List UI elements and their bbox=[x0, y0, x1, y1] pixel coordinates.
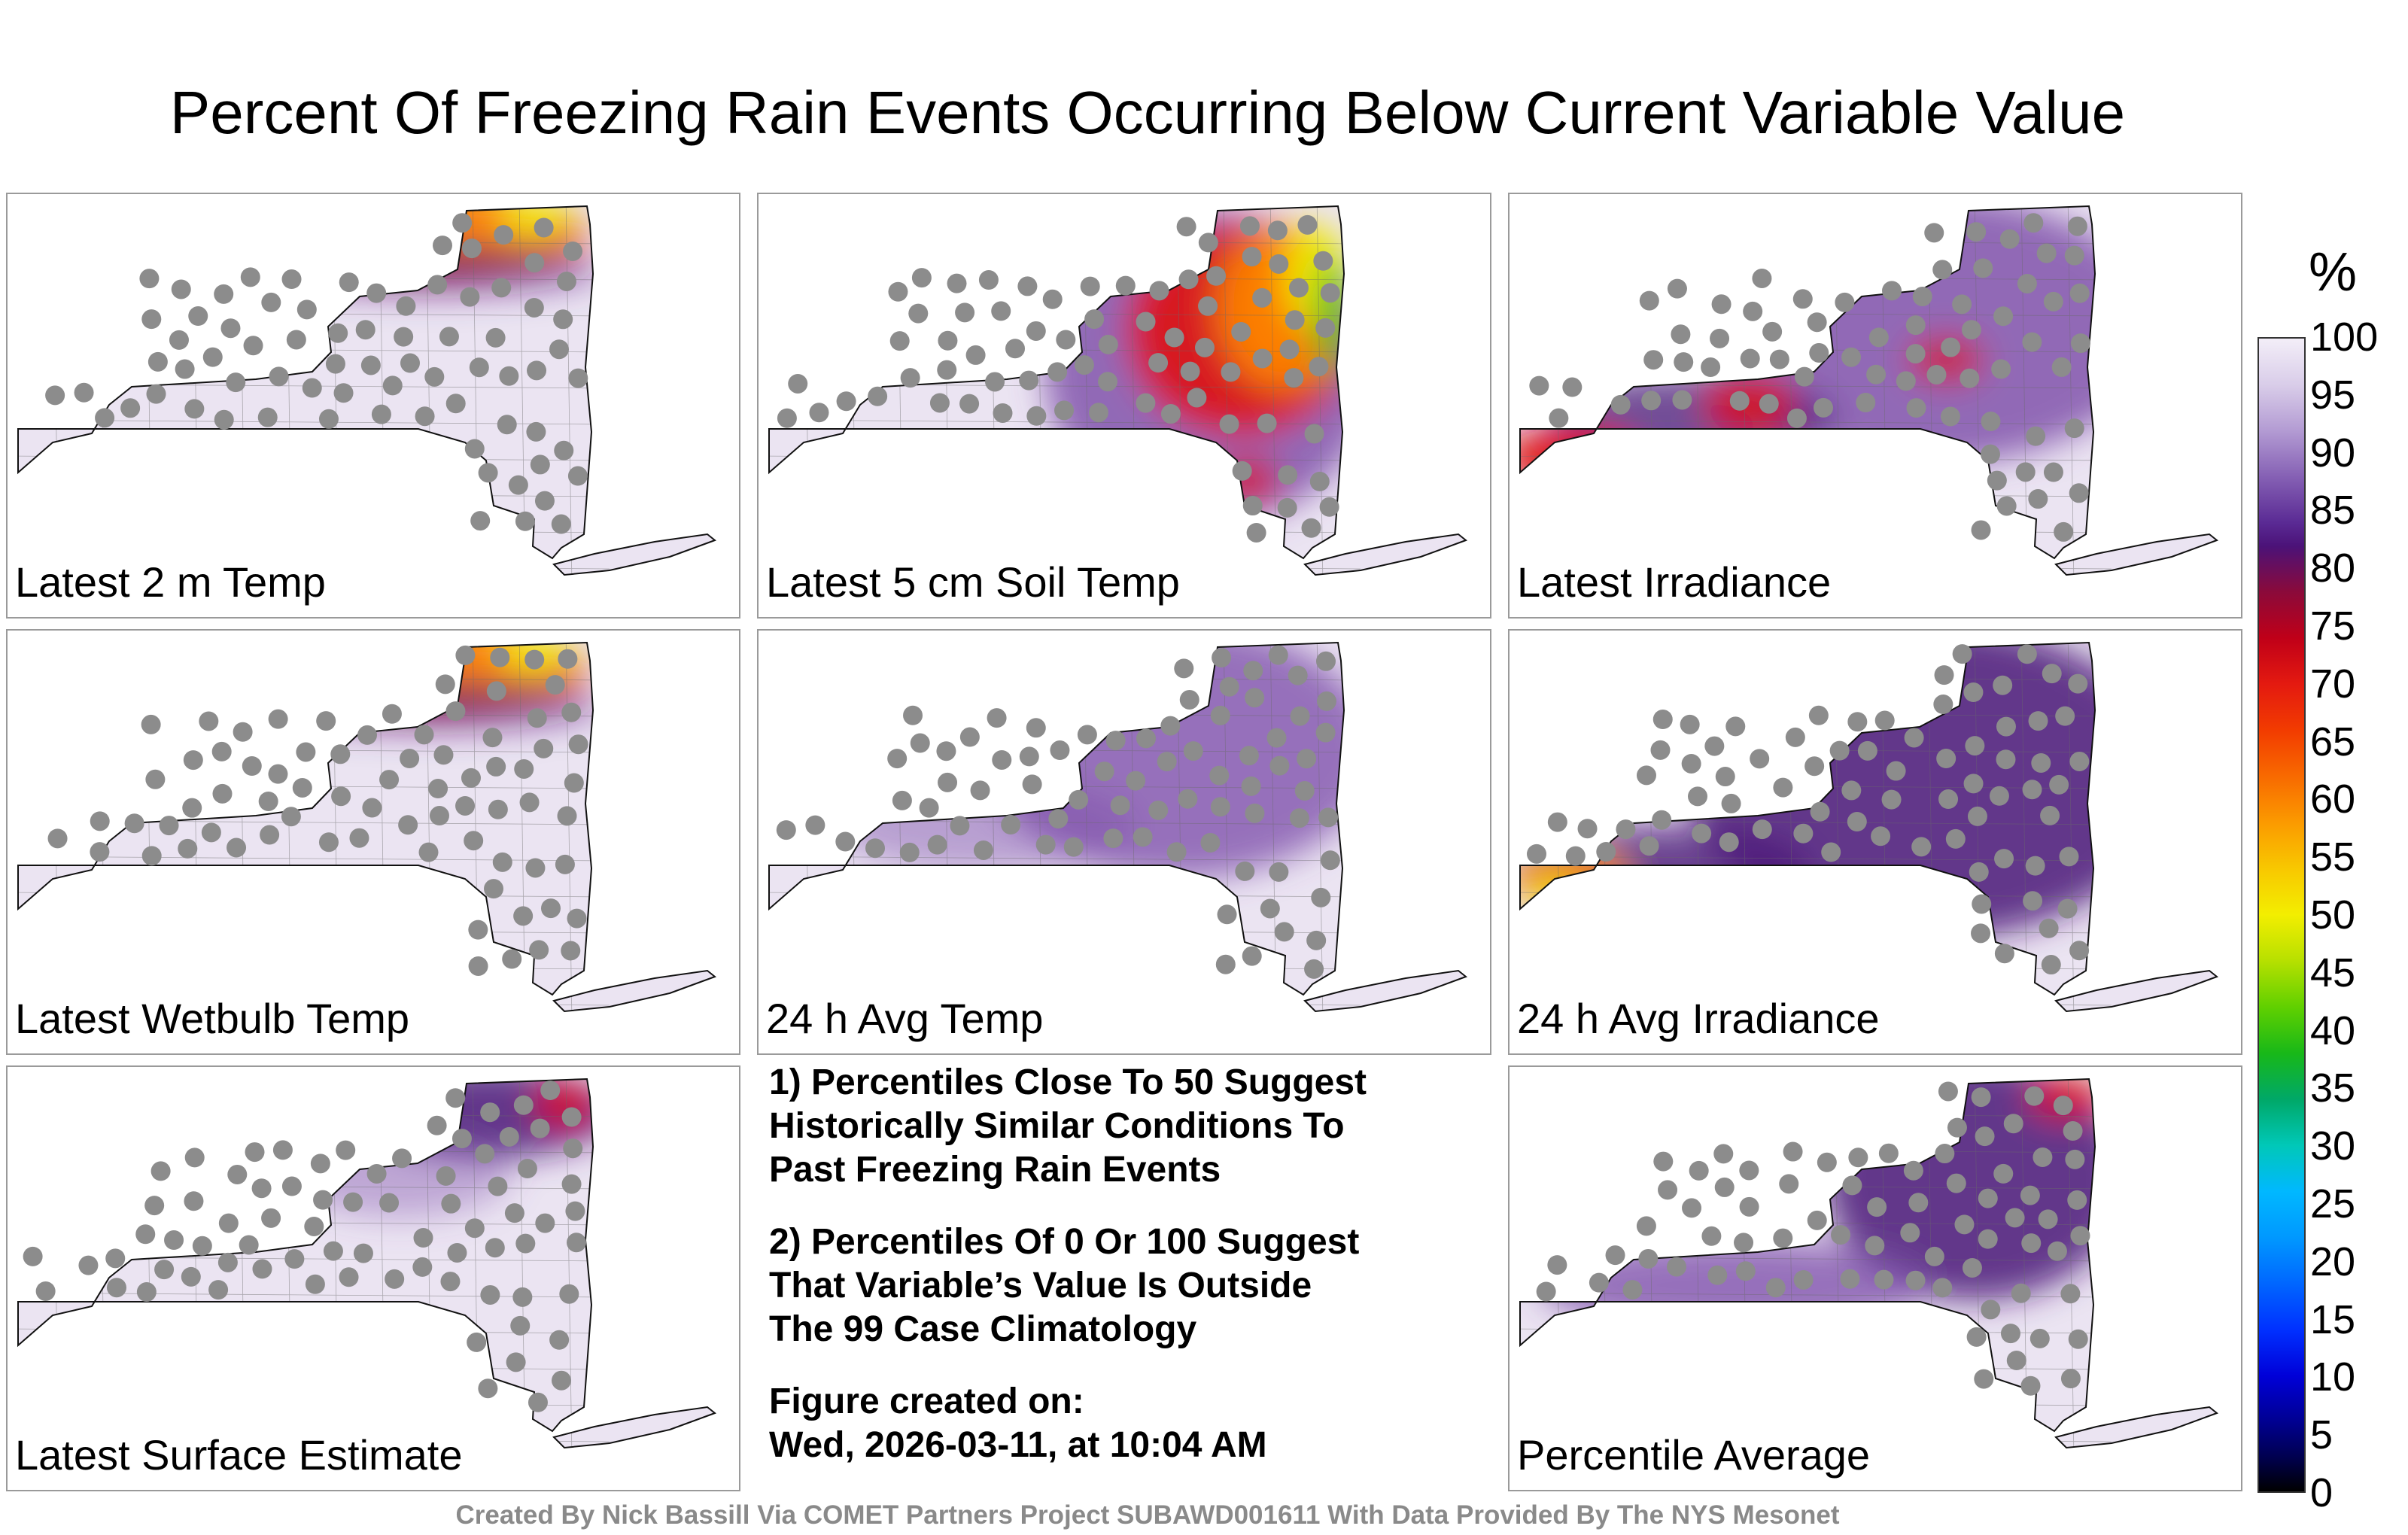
note-2-line-1: 2) Percentiles Of 0 Or 100 Suggest bbox=[769, 1222, 1360, 1262]
note-2: 2) Percentiles Of 0 Or 100 Suggest That … bbox=[769, 1220, 1484, 1351]
panel-label: 24 h Avg Irradiance bbox=[1517, 995, 1880, 1042]
station-markers bbox=[1529, 213, 2090, 542]
note-1-line-2: Historically Similar Conditions To bbox=[769, 1106, 1345, 1146]
legend-tick: 50 bbox=[2310, 892, 2356, 938]
legend-tick: 10 bbox=[2310, 1354, 2356, 1400]
legend-unit: % bbox=[2308, 242, 2358, 302]
figure-title: Percent Of Freezing Rain Events Occurrin… bbox=[169, 79, 2126, 146]
panel-percentile-average: Percentile Average bbox=[1508, 1065, 2242, 1491]
station-markers bbox=[1536, 1081, 2090, 1396]
legend-tick: 15 bbox=[2310, 1296, 2356, 1342]
legend-tick: 55 bbox=[2310, 834, 2356, 880]
legend-tick: 40 bbox=[2310, 1008, 2356, 1053]
state-fill bbox=[769, 206, 1466, 575]
note-1-line-3: Past Freezing Rain Events bbox=[769, 1150, 1221, 1190]
state-fill bbox=[18, 206, 715, 575]
panel-label: Percentile Average bbox=[1517, 1431, 1871, 1479]
station-markers bbox=[777, 214, 1340, 543]
panel-latest-2m-temp: Latest 2 m Temp bbox=[6, 193, 740, 619]
notes: 1) Percentiles Close To 50 Suggest Histo… bbox=[769, 1061, 1484, 1496]
long-island-outline bbox=[1303, 969, 1468, 1013]
note-2-line-2: That Variable’s Value Is Outside bbox=[769, 1266, 1312, 1306]
legend-tick: 5 bbox=[2310, 1412, 2334, 1458]
panel-label: Latest Irradiance bbox=[1517, 558, 1832, 606]
panel-24h-avg-irradiance: 24 h Avg Irradiance bbox=[1508, 629, 2242, 1055]
legend-tick: 45 bbox=[2310, 950, 2356, 995]
legend-tick: 85 bbox=[2310, 488, 2356, 533]
state-outline bbox=[768, 641, 1345, 996]
panel-latest-5cm-soil-temp: Latest 5 cm Soil Temp bbox=[757, 193, 1491, 619]
panel-label: 24 h Avg Temp bbox=[766, 995, 1044, 1042]
legend-tick: 90 bbox=[2310, 430, 2356, 476]
created-value: Wed, 2026-03-11, at 10:04 AM bbox=[769, 1425, 1267, 1465]
legend-tick: 35 bbox=[2310, 1065, 2356, 1111]
legend-tick: 100 bbox=[2310, 315, 2379, 360]
panel-label: Latest Wetbulb Temp bbox=[15, 995, 410, 1042]
state-outline bbox=[1519, 641, 2096, 996]
note-1: 1) Percentiles Close To 50 Suggest Histo… bbox=[769, 1061, 1484, 1192]
long-island-outline bbox=[2054, 1406, 2219, 1449]
legend-tick: 65 bbox=[2310, 719, 2356, 764]
map-latest-surface-estimate bbox=[17, 1078, 717, 1449]
map-latest-irradiance bbox=[1519, 205, 2219, 576]
long-island-outline bbox=[2054, 969, 2219, 1013]
long-island-outline bbox=[2054, 533, 2219, 576]
panel-label: Latest 5 cm Soil Temp bbox=[766, 558, 1180, 606]
legend-ticks: 100 95 90 85 80 75 70 65 60 55 50 45 40 35 30 25 20 15 10 5… bbox=[2310, 317, 2400, 1513]
long-island-outline bbox=[552, 969, 717, 1013]
legend-tick: 75 bbox=[2310, 603, 2356, 649]
legend-tick: 60 bbox=[2310, 777, 2356, 822]
panel-label: Latest Surface Estimate bbox=[15, 1431, 463, 1479]
map-24h-avg-irradiance bbox=[1519, 641, 2219, 1013]
state-outline bbox=[17, 1078, 594, 1433]
long-island-outline bbox=[552, 1406, 717, 1449]
long-island-outline bbox=[1303, 533, 1468, 576]
panel-latest-wetbulb-temp: Latest Wetbulb Temp bbox=[6, 629, 740, 1055]
panel-24h-avg-temp: 24 h Avg Temp bbox=[757, 629, 1491, 1055]
map-latest-wetbulb-temp bbox=[17, 641, 717, 1013]
station-markers bbox=[47, 645, 588, 976]
map-latest-2m-temp bbox=[17, 205, 717, 576]
legend-tick: 95 bbox=[2310, 372, 2356, 418]
panel-label: Latest 2 m Temp bbox=[15, 558, 326, 606]
map-24h-avg-temp bbox=[768, 641, 1468, 1013]
station-markers bbox=[23, 1081, 587, 1412]
state-outline bbox=[17, 641, 594, 996]
state-fill bbox=[18, 643, 715, 1011]
station-markers bbox=[45, 213, 588, 534]
note-2-line-3: The 99 Case Climatology bbox=[769, 1309, 1197, 1349]
legend-tick: 70 bbox=[2310, 661, 2356, 707]
map-latest-5cm-soil-temp bbox=[768, 205, 1468, 576]
footer-credit: Created By Nick Bassill Via COMET Partne… bbox=[455, 1500, 1840, 1530]
long-island-outline bbox=[552, 533, 717, 576]
legend-tick: 25 bbox=[2310, 1181, 2356, 1226]
station-markers bbox=[1526, 644, 2090, 975]
note-1-line-1: 1) Percentiles Close To 50 Suggest bbox=[769, 1062, 1367, 1102]
legend-tick: 0 bbox=[2310, 1470, 2334, 1515]
created-label: Figure created on: bbox=[769, 1382, 1084, 1421]
legend-colorbar bbox=[2258, 337, 2306, 1493]
legend-tick: 30 bbox=[2310, 1123, 2356, 1169]
figure-created: Figure created on: Wed, 2026-03-11, at 1… bbox=[769, 1380, 1484, 1467]
station-markers bbox=[776, 645, 1340, 979]
legend-tick: 20 bbox=[2310, 1239, 2356, 1284]
state-outline bbox=[1519, 1078, 2096, 1433]
panel-latest-surface-estimate: Latest Surface Estimate bbox=[6, 1065, 740, 1491]
map-percentile-average bbox=[1519, 1078, 2219, 1449]
legend-tick: 80 bbox=[2310, 546, 2356, 591]
panel-latest-irradiance: Latest Irradiance bbox=[1508, 193, 2242, 619]
